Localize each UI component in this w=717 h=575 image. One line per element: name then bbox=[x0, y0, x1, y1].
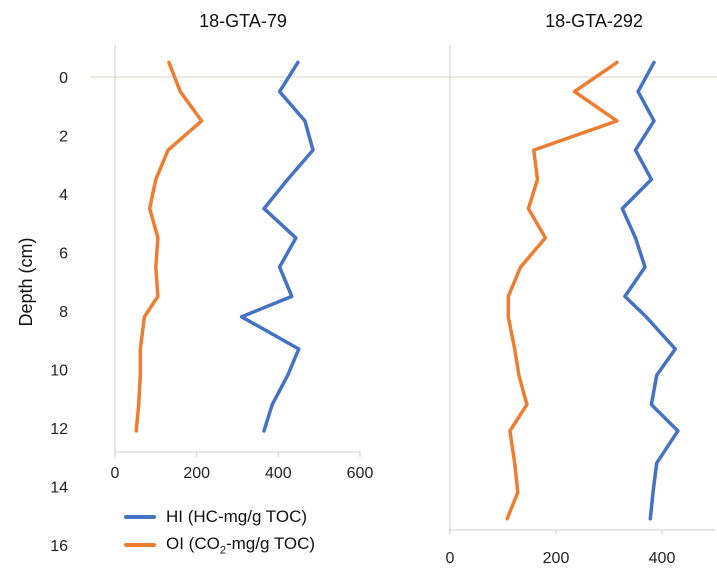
panel-title: 18-GTA-292 bbox=[545, 11, 643, 31]
legend-swatch-oi bbox=[124, 543, 156, 547]
x-tick-label: 0 bbox=[446, 550, 455, 567]
y-tick-label: 8 bbox=[59, 304, 68, 321]
x-tick-label: 400 bbox=[265, 465, 292, 482]
y-tick-label: 16 bbox=[50, 538, 68, 555]
panel-title: 18-GTA-79 bbox=[199, 11, 287, 31]
y-tick-label: 6 bbox=[59, 246, 68, 263]
legend: HI (HC-mg/g TOC) OI (CO2-mg/g TOC) bbox=[124, 503, 315, 559]
series-line-oi bbox=[134, 60, 204, 433]
y-tick-label: 12 bbox=[50, 421, 68, 438]
legend-item-oi: OI (CO2-mg/g TOC) bbox=[124, 531, 315, 559]
y-tick-label: 4 bbox=[59, 187, 68, 204]
y-tick-label: 14 bbox=[50, 480, 68, 497]
x-tick-label: 200 bbox=[543, 550, 570, 567]
x-tick-label: 600 bbox=[347, 465, 374, 482]
legend-item-hi: HI (HC-mg/g TOC) bbox=[124, 503, 315, 531]
y-tick-label: 0 bbox=[59, 70, 68, 87]
x-tick-label: 200 bbox=[183, 465, 210, 482]
series-line-hi bbox=[620, 60, 680, 521]
y-axis-label: Depth (cm) bbox=[16, 237, 36, 326]
y-tick-label: 10 bbox=[50, 363, 68, 380]
panel-18-gta-79: 18-GTA-79 0 200 400 600 0 2 4 6 8 10 12 14 16 Depth (c… bbox=[16, 11, 448, 555]
series-line-oi bbox=[505, 60, 619, 521]
series-line-hi bbox=[239, 60, 315, 433]
legend-label-hi: HI (HC-mg/g TOC) bbox=[166, 507, 308, 526]
legend-swatch-hi bbox=[124, 515, 156, 519]
legend-label-oi: OI (CO2-mg/g TOC) bbox=[166, 533, 316, 557]
x-tick-label: 0 bbox=[111, 465, 120, 482]
x-tick-label: 400 bbox=[649, 550, 676, 567]
panel-18-gta-292: 18-GTA-292 0 200 400 bbox=[446, 11, 717, 567]
y-tick-label: 2 bbox=[59, 129, 68, 146]
